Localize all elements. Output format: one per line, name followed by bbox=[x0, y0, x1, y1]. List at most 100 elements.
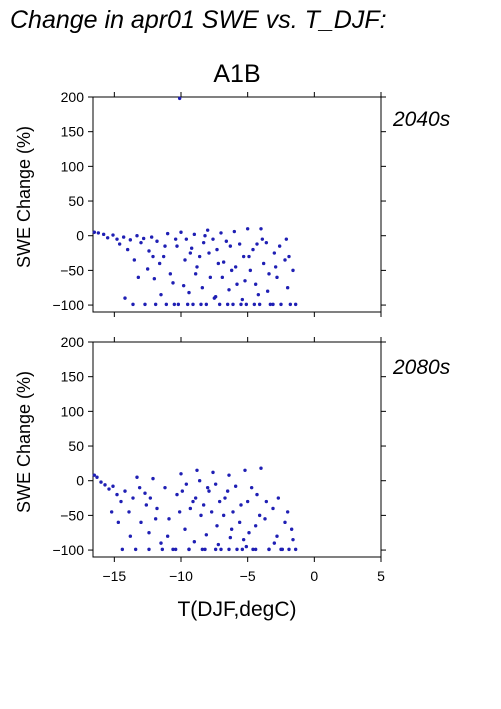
plot-frame-2040s bbox=[92, 96, 382, 313]
data-point-2040s bbox=[185, 302, 190, 307]
data-point-2080s bbox=[225, 489, 230, 493]
data-point-2040s bbox=[125, 247, 130, 252]
scenario-label: A1B bbox=[213, 60, 260, 88]
data-point-2080s bbox=[153, 517, 158, 521]
data-point-2080s bbox=[115, 492, 119, 497]
data-point-2080s bbox=[131, 496, 135, 500]
data-point-2080s bbox=[184, 482, 189, 486]
data-point-2040s bbox=[92, 230, 97, 234]
data-point-2040s bbox=[216, 261, 221, 266]
data-point-2040s bbox=[260, 237, 265, 241]
data-point-2080s bbox=[109, 510, 114, 514]
data-point-2040s bbox=[96, 231, 101, 235]
data-point-2080s bbox=[143, 491, 147, 495]
data-point-2040s bbox=[205, 228, 210, 232]
data-point-2080s bbox=[191, 499, 195, 504]
data-point-2040s bbox=[255, 242, 259, 246]
data-point-2080s bbox=[99, 480, 103, 484]
data-point-2040s bbox=[259, 227, 263, 231]
data-point-2080s bbox=[133, 547, 138, 552]
data-point-2080s bbox=[193, 496, 198, 500]
data-point-2080s bbox=[163, 485, 167, 490]
data-point-2040s bbox=[183, 258, 187, 262]
data-point-2080s bbox=[280, 547, 285, 552]
data-point-2080s bbox=[249, 485, 254, 490]
data-point-2040s bbox=[275, 275, 279, 280]
data-point-2080s bbox=[221, 513, 226, 518]
data-point-2040s bbox=[271, 302, 275, 307]
data-point-2080s bbox=[217, 499, 222, 504]
x-axis-label: T(DJF,degC) bbox=[177, 598, 296, 621]
data-point-2040s bbox=[204, 302, 209, 307]
data-point-2080s bbox=[216, 542, 221, 547]
data-point-2040s bbox=[229, 268, 234, 273]
data-point-2040s bbox=[105, 236, 110, 240]
data-point-2040s bbox=[153, 302, 158, 307]
data-point-2040s bbox=[272, 251, 277, 255]
data-point-2080s bbox=[175, 492, 179, 497]
data-point-2080s bbox=[251, 547, 255, 552]
data-point-2040s bbox=[239, 302, 243, 307]
data-point-2080s bbox=[151, 476, 155, 481]
data-point-2040s bbox=[117, 242, 122, 246]
data-point-2040s bbox=[257, 302, 262, 307]
data-point-2080s bbox=[111, 484, 115, 488]
data-point-2080s bbox=[127, 510, 131, 514]
data-point-2080s bbox=[257, 513, 262, 518]
y-tick-label-2080s: 200 bbox=[61, 334, 85, 350]
data-point-2080s bbox=[241, 537, 246, 542]
data-point-2040s bbox=[195, 265, 199, 269]
data-point-2040s bbox=[203, 234, 207, 238]
data-point-2040s bbox=[279, 302, 283, 307]
data-point-2040s bbox=[157, 261, 162, 266]
data-point-2080s bbox=[171, 547, 175, 552]
data-point-2080s bbox=[283, 520, 287, 525]
y-axis-label-2080s: SWE Change (%) bbox=[14, 371, 34, 513]
data-point-2080s bbox=[259, 466, 263, 470]
data-point-2040s bbox=[227, 288, 231, 292]
data-point-2040s bbox=[164, 302, 169, 307]
y-tick-label-2080s: 0 bbox=[76, 473, 84, 489]
x-tick-label: −10 bbox=[169, 568, 193, 584]
data-point-2080s bbox=[228, 535, 233, 540]
data-point-2080s bbox=[243, 468, 247, 473]
data-point-2040s bbox=[123, 296, 127, 300]
data-point-2080s bbox=[209, 510, 214, 514]
data-point-2080s bbox=[201, 503, 206, 507]
y-tick-label-2040s: 0 bbox=[76, 228, 84, 244]
plot-frame-2080s bbox=[92, 341, 382, 558]
data-point-2040s bbox=[101, 232, 106, 237]
data-point-2080s bbox=[167, 517, 171, 521]
data-point-2040s bbox=[175, 244, 179, 248]
data-point-2040s bbox=[217, 302, 222, 307]
data-point-2040s bbox=[237, 242, 242, 246]
data-point-2040s bbox=[184, 237, 189, 241]
data-point-2040s bbox=[187, 290, 191, 295]
data-point-2080s bbox=[263, 517, 267, 521]
data-point-2080s bbox=[148, 496, 153, 500]
data-point-2040s bbox=[128, 238, 133, 242]
data-point-2040s bbox=[291, 268, 295, 273]
data-point-2080s bbox=[195, 468, 199, 473]
data-point-2080s bbox=[267, 547, 271, 552]
data-point-2080s bbox=[103, 483, 107, 487]
data-point-2040s bbox=[163, 244, 167, 248]
data-point-2040s bbox=[155, 239, 159, 243]
data-point-2040s bbox=[219, 231, 223, 235]
data-point-2040s bbox=[287, 254, 291, 259]
data-point-2080s bbox=[213, 547, 218, 552]
data-point-2040s bbox=[131, 302, 135, 307]
data-point-2040s bbox=[211, 237, 215, 241]
data-point-2040s bbox=[247, 254, 251, 259]
data-point-2040s bbox=[248, 268, 253, 273]
data-point-2080s bbox=[205, 485, 210, 490]
y-tick-label-2080s: 50 bbox=[68, 438, 84, 454]
data-point-2040s bbox=[252, 302, 257, 307]
data-point-2040s bbox=[179, 230, 183, 234]
data-point-2040s bbox=[285, 286, 290, 290]
y-tick-label-2080s: 150 bbox=[61, 369, 85, 385]
data-point-2040s bbox=[244, 302, 249, 307]
data-point-2040s bbox=[221, 260, 226, 264]
data-point-2080s bbox=[253, 547, 258, 552]
